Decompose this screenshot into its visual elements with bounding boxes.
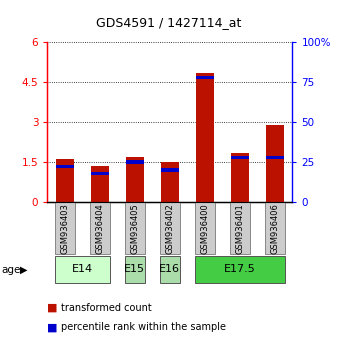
Text: E14: E14 [72, 264, 93, 274]
Text: GSM936406: GSM936406 [270, 203, 280, 254]
Text: E16: E16 [159, 264, 180, 274]
Bar [161, 169, 178, 172]
Text: GDS4591 / 1427114_at: GDS4591 / 1427114_at [96, 17, 242, 29]
FancyBboxPatch shape [90, 202, 110, 254]
FancyBboxPatch shape [55, 256, 110, 284]
Text: E15: E15 [124, 264, 145, 274]
Bar [231, 154, 249, 202]
FancyBboxPatch shape [160, 202, 180, 254]
Text: GSM936403: GSM936403 [60, 203, 69, 254]
Text: ■: ■ [47, 322, 58, 332]
Text: GSM936404: GSM936404 [95, 203, 104, 254]
Bar [266, 125, 284, 202]
Bar [56, 165, 74, 169]
Bar [196, 76, 214, 79]
Text: GSM936405: GSM936405 [130, 203, 139, 254]
FancyBboxPatch shape [195, 256, 285, 284]
FancyBboxPatch shape [125, 202, 145, 254]
Bar [126, 158, 144, 202]
Bar [91, 172, 108, 175]
Text: ▶: ▶ [20, 265, 27, 275]
Text: GSM936400: GSM936400 [200, 203, 209, 254]
FancyBboxPatch shape [230, 202, 250, 254]
FancyBboxPatch shape [265, 202, 285, 254]
Text: E17.5: E17.5 [224, 264, 256, 274]
Text: age: age [2, 265, 21, 275]
Bar [266, 156, 284, 159]
Bar [231, 156, 249, 159]
Text: ■: ■ [47, 303, 58, 313]
FancyBboxPatch shape [55, 202, 75, 254]
Bar [196, 73, 214, 202]
Bar [126, 160, 144, 164]
Bar [56, 159, 74, 202]
Bar [91, 166, 108, 202]
FancyBboxPatch shape [125, 256, 145, 284]
Text: percentile rank within the sample: percentile rank within the sample [61, 322, 226, 332]
Text: GSM936401: GSM936401 [235, 203, 244, 254]
FancyBboxPatch shape [160, 256, 180, 284]
Text: transformed count: transformed count [61, 303, 151, 313]
Bar [161, 162, 178, 202]
Text: GSM936402: GSM936402 [165, 203, 174, 254]
FancyBboxPatch shape [195, 202, 215, 254]
